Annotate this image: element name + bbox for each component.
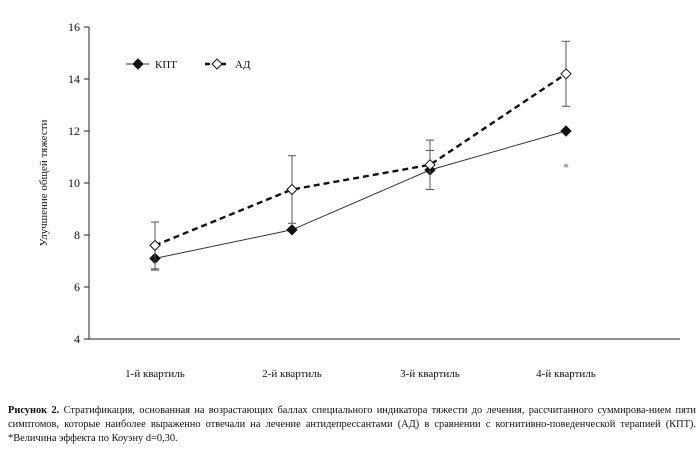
data-point	[560, 68, 572, 80]
series-line	[154, 130, 567, 259]
series-line	[154, 72, 567, 247]
caption-label: Рисунок 2.	[8, 405, 60, 416]
x-tick-label: 4-й квартиль	[536, 368, 596, 380]
series-layer: *	[149, 40, 572, 271]
data-point	[424, 159, 436, 171]
legend-label: КПТ	[155, 59, 177, 71]
y-tick-label: 16	[68, 20, 80, 34]
data-point	[149, 239, 161, 252]
y-tick-label: 12	[68, 124, 80, 138]
data-point	[286, 183, 298, 196]
x-tick-label: 1-й квартиль	[125, 368, 185, 380]
y-tick-label: 6	[74, 280, 80, 294]
x-tick-label: 3-й квартиль	[400, 368, 460, 380]
data-point	[560, 125, 572, 137]
y-tick-label: 8	[74, 228, 80, 242]
axes: 4 6 8 10 12 14 16 1-й квартиль 2-й квартиль 3-й к…	[68, 20, 680, 380]
legend: КПТ АД	[126, 58, 251, 71]
data-point	[286, 224, 298, 236]
caption-text: Стратификация, основанная на возрастающи…	[8, 405, 696, 444]
series-0	[149, 125, 572, 271]
legend-marker	[132, 58, 144, 70]
y-axis-label: Улучшение общей тяжести	[38, 119, 50, 246]
series-1	[149, 40, 572, 270]
y-tick-label: 14	[68, 72, 80, 86]
legend-marker	[211, 58, 223, 70]
legend-label: АД	[235, 59, 251, 71]
annotation: *	[563, 160, 569, 174]
chart: 4 6 8 10 12 14 16 1-й квартиль 2-й квартиль 3-й к…	[38, 20, 680, 380]
x-tick-label: 2-й квартиль	[262, 368, 322, 380]
figure-caption: Рисунок 2. Стратификация, основанная на …	[8, 404, 696, 446]
y-tick-label: 10	[68, 176, 80, 190]
y-tick-label: 4	[74, 332, 80, 346]
